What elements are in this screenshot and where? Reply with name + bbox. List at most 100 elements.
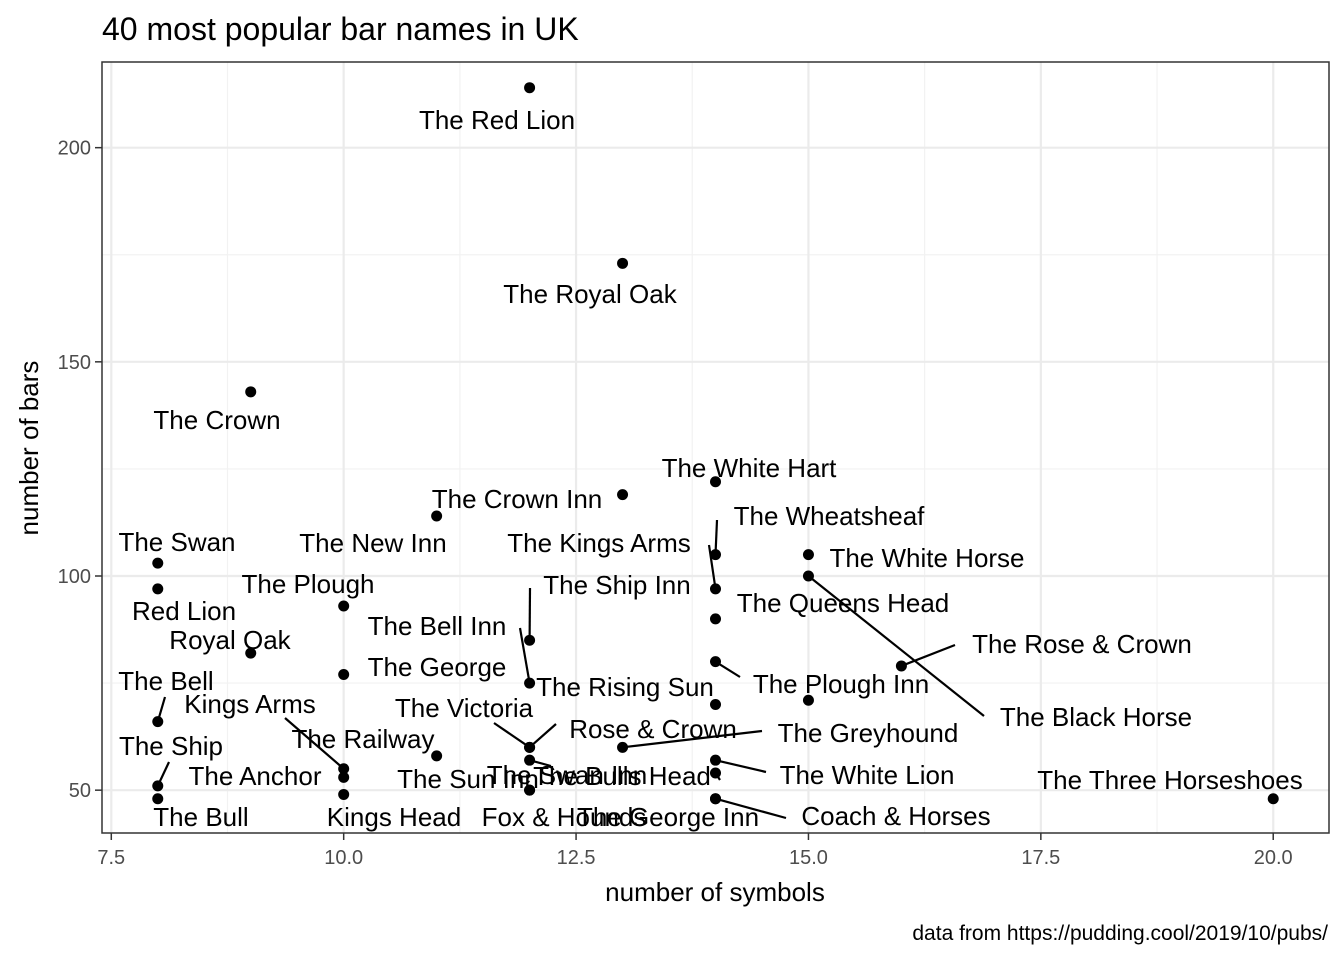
data-labels: The Red Lion The Royal Oak The Crown The Wh… — [118, 105, 1302, 832]
data-point — [152, 793, 164, 805]
data-point — [338, 763, 350, 775]
data-label: The Bell Inn — [368, 611, 507, 641]
data-label: The Swan — [118, 527, 235, 557]
data-label: The Wheatsheaf — [734, 501, 926, 531]
data-point — [338, 771, 350, 783]
data-label: Fox & Hounds — [482, 802, 647, 832]
data-label: The Sun Inn — [397, 764, 539, 794]
data-label: The Royal Oak — [503, 279, 677, 309]
data-label: Kings Arms — [184, 689, 316, 719]
data-label: The Ship — [119, 731, 223, 761]
data-label: The Kings Arms — [507, 528, 691, 558]
data-point — [245, 647, 257, 659]
data-label: The Greyhound — [778, 718, 959, 748]
leader-line — [622, 729, 763, 749]
data-label: The Rising Sun — [536, 672, 714, 702]
data-label: The Anchor — [189, 761, 322, 791]
data-label: The Plough Inn — [753, 669, 929, 699]
label-leader-lines — [156, 519, 985, 820]
data-label: Kings Head — [327, 802, 461, 832]
data-point — [802, 694, 814, 706]
x-tick-label: 15.0 — [789, 847, 828, 869]
data-label: The White Horse — [829, 543, 1024, 573]
data-point — [524, 754, 536, 766]
x-tick-label: 12.5 — [557, 847, 596, 869]
data-label: The Bell — [118, 666, 213, 696]
y-tick-label: 200 — [58, 138, 91, 160]
data-label: The Plough — [242, 569, 375, 599]
leader-line — [707, 544, 717, 590]
data-point — [1267, 793, 1279, 805]
data-label: Coach & Horses — [801, 801, 990, 831]
leader-line — [493, 722, 531, 749]
data-point — [524, 634, 536, 646]
leader-line — [715, 759, 767, 774]
data-point — [431, 510, 443, 522]
data-label: The Bulls Head — [533, 761, 711, 791]
data-label: The Rose & Crown — [972, 629, 1192, 659]
data-point — [152, 583, 164, 595]
leader-line — [807, 575, 985, 717]
x-axis-title: number of symbols — [605, 877, 825, 907]
x-tick-label: 10.0 — [324, 847, 363, 869]
data-point — [152, 557, 164, 569]
data-label: The George — [368, 652, 507, 682]
data-point — [710, 613, 721, 625]
data-point — [802, 570, 814, 582]
data-point — [895, 660, 907, 672]
leader-line — [715, 797, 787, 820]
x-tick-label: 17.5 — [1021, 847, 1060, 869]
data-label: The New Inn — [299, 528, 446, 558]
x-axis: 7.5 10.0 12.5 15.0 17.5 20.0 — [97, 833, 1293, 869]
data-label: Royal Oak — [169, 625, 291, 655]
leader-line — [528, 723, 557, 749]
y-tick-label: 100 — [58, 566, 91, 588]
data-label: The Black Horse — [1000, 702, 1192, 732]
data-point — [710, 699, 721, 710]
data-point — [152, 780, 164, 792]
y-axis: 50 100 150 200 — [58, 138, 102, 802]
data-point — [710, 754, 721, 766]
data-label: The Victoria — [395, 693, 534, 723]
data-point — [524, 741, 536, 753]
grid-lines — [102, 62, 1329, 833]
data-label: The Queens Head — [737, 588, 949, 618]
leader-line — [518, 627, 531, 684]
x-tick-label: 20.0 — [1254, 847, 1293, 869]
data-point — [710, 767, 721, 779]
data-label: The Crown — [153, 405, 280, 435]
data-point — [617, 489, 629, 501]
chart-caption: data from https://pudding.cool/2019/10/p… — [912, 922, 1328, 945]
data-point — [802, 549, 814, 561]
data-point — [524, 784, 536, 796]
data-point — [338, 600, 350, 612]
data-label: The White Hart — [662, 453, 838, 483]
data-point — [710, 476, 721, 488]
data-point — [431, 750, 443, 762]
data-label: The Three Horseshoes — [1037, 765, 1302, 795]
data-label: The Red Lion — [419, 105, 575, 135]
data-label: The Ship Inn — [543, 570, 690, 600]
data-point — [617, 741, 629, 753]
data-point — [152, 716, 164, 728]
data-label: The Swan Inn — [487, 760, 647, 790]
data-point — [710, 583, 721, 595]
data-point — [617, 257, 629, 269]
leader-line — [901, 643, 956, 667]
data-point — [245, 386, 257, 398]
y-tick-label: 150 — [58, 352, 91, 374]
leader-line — [714, 519, 719, 555]
data-label: Red Lion — [132, 596, 236, 626]
data-point — [710, 656, 721, 668]
leader-line — [284, 717, 345, 770]
plot-border — [101, 61, 1330, 834]
data-label: The George Inn — [577, 802, 759, 832]
data-label: The Bull — [153, 802, 248, 832]
chart-title: 40 most popular bar names in UK — [102, 11, 579, 47]
y-tick-label: 50 — [69, 780, 91, 802]
data-point — [524, 677, 536, 689]
data-point — [338, 788, 350, 800]
data-label: Rose & Crown — [569, 714, 737, 744]
data-label: The Crown Inn — [432, 484, 603, 514]
